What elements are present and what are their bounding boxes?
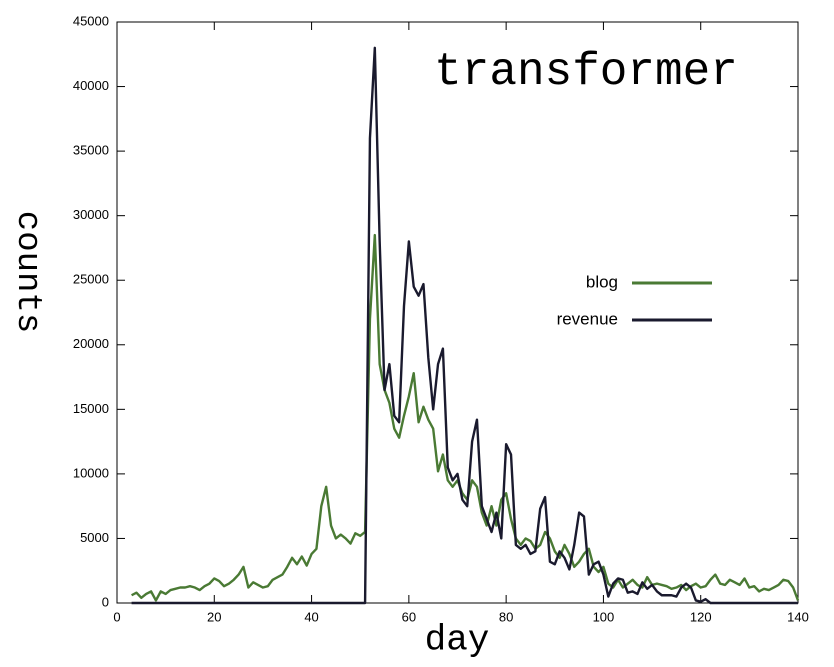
chart-title: transformer — [434, 46, 738, 98]
y-tick-label: 25000 — [73, 272, 109, 287]
x-axis-label: day — [425, 620, 490, 661]
plot-frame — [116, 21, 799, 604]
x-tick-label: 40 — [304, 609, 318, 624]
y-tick-label: 10000 — [73, 465, 109, 480]
x-tick-label: 140 — [787, 609, 809, 624]
y-tick-label: 45000 — [73, 13, 109, 28]
y-tick-label: 5000 — [80, 530, 109, 545]
series-line — [131, 46, 798, 605]
y-tick-label: 40000 — [73, 78, 109, 93]
y-tick-label: 15000 — [73, 401, 109, 416]
y-tick-label: 20000 — [73, 336, 109, 351]
x-tick-label: 80 — [499, 609, 513, 624]
y-tick-label: 30000 — [73, 207, 109, 222]
legend-label: blog — [586, 272, 618, 291]
x-tick-label: 60 — [402, 609, 416, 624]
x-tick-label: 100 — [593, 609, 615, 624]
x-tick-label: 0 — [113, 609, 120, 624]
y-axis-label: counts — [8, 211, 46, 333]
series-line — [131, 233, 800, 602]
legend-label: revenue — [557, 309, 618, 328]
y-tick-label: 0 — [102, 594, 109, 609]
y-tick-label: 35000 — [73, 143, 109, 158]
x-tick-label: 20 — [207, 609, 221, 624]
x-tick-label: 120 — [690, 609, 712, 624]
